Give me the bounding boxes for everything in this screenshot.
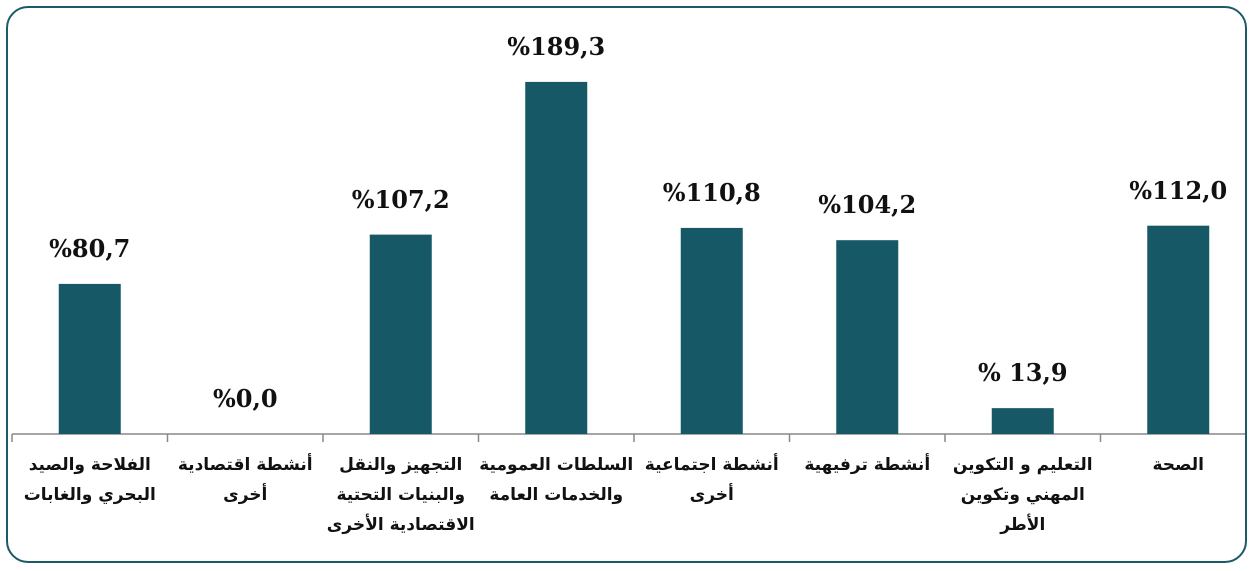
bar xyxy=(836,240,899,434)
bar xyxy=(58,283,121,434)
bar xyxy=(525,81,588,434)
x-tick-label: التجهيز والنقل والبنيات التحتية الاقتصاد… xyxy=(326,455,475,535)
x-tick-label: أنشطة اجتماعية أخرى xyxy=(644,455,779,505)
bar xyxy=(680,227,743,434)
value-label: %110,8 xyxy=(662,177,761,207)
x-tick-label: التعليم و التكوين المهني وتكوين الأطر xyxy=(952,455,1093,535)
value-label: %104,2 xyxy=(818,190,917,220)
frame xyxy=(6,6,1247,563)
value-label: %112,0 xyxy=(1129,175,1228,205)
value-label: % 13,9 xyxy=(977,358,1068,388)
bar xyxy=(1147,225,1210,434)
value-label: %0,0 xyxy=(212,384,278,413)
x-tick-label: السلطات العمومية والخدمات العامة xyxy=(479,455,634,505)
bar xyxy=(369,234,432,434)
x-tick-label: الفلاحة والصيد البحري والغابات xyxy=(23,455,156,505)
bar xyxy=(991,408,1054,434)
x-tick-label: أنشطة اقتصادية أخرى xyxy=(177,455,313,505)
value-label: %189,3 xyxy=(507,31,606,61)
x-tick-label: أنشطة ترفيهية xyxy=(804,455,931,475)
value-label: %107,2 xyxy=(351,184,450,214)
value-label: %80,7 xyxy=(49,233,131,263)
x-tick-label: الصحة xyxy=(1152,455,1205,475)
